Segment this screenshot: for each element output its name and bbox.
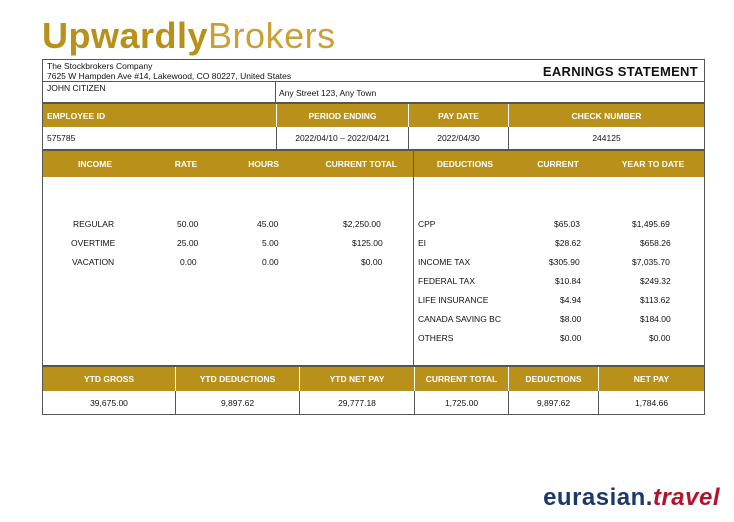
- deduction-ytd: $184.00: [640, 314, 671, 324]
- deduction-name: INCOME TAX: [418, 257, 471, 267]
- deduction-current: $8.00: [560, 314, 582, 324]
- deduction-current: $10.84: [555, 276, 581, 286]
- income-rate: 0.00: [180, 257, 197, 267]
- deduction-ytd: $0.00: [649, 333, 671, 343]
- period-ending-header: PERIOD ENDING: [276, 104, 408, 127]
- deduction-current: $65.03: [554, 219, 580, 229]
- income-hours: 0.00: [262, 257, 279, 267]
- ytd-gross-value: 39,675.00: [90, 397, 128, 408]
- deduction-ytd: $249.32: [640, 276, 671, 286]
- ytd-deductions-header: YTD DEDUCTIONS: [175, 367, 299, 391]
- deduction-ytd: $7,035.70: [632, 257, 670, 267]
- ytd-gross-header: YTD GROSS: [43, 367, 175, 391]
- rate-header: RATE: [161, 151, 211, 177]
- deductions-footer-header: DEDUCTIONS: [508, 367, 598, 391]
- deductions-header: DEDUCTIONS: [415, 151, 515, 177]
- site-watermark: eurasian.travel: [543, 484, 720, 511]
- pay-date-value: 2022/04/30: [408, 127, 508, 149]
- ytd-net-pay-value: 29,777.18: [299, 391, 414, 414]
- earnings-table: INCOME RATE HOURS CURRENT TOTAL DEDUCTIO…: [42, 150, 705, 366]
- income-rate: 50.00: [177, 219, 199, 229]
- current-total-footer-header: CURRENT TOTAL: [414, 367, 508, 391]
- deduction-name: LIFE INSURANCE: [418, 295, 489, 305]
- ytd-net-pay-header: YTD NET PAY: [299, 367, 414, 391]
- income-type: OVERTIME: [71, 238, 116, 248]
- net-pay-value: 1,784.66: [598, 391, 704, 414]
- income-type: REGULAR: [73, 219, 115, 229]
- income-total: $0.00: [361, 257, 383, 267]
- current-total-value: 1,725.00: [414, 391, 508, 414]
- divider: [275, 81, 276, 102]
- pay-date-header: PAY DATE: [408, 104, 508, 127]
- income-total: $2,250.00: [343, 219, 381, 229]
- net-pay-header: NET PAY: [598, 367, 704, 391]
- company-name: The Stockbrokers Company: [47, 61, 153, 71]
- employee-address: Any Street 123, Any Town: [279, 88, 377, 98]
- check-number-value: 244125: [508, 127, 704, 149]
- column-divider: [413, 151, 414, 365]
- deduction-current: $4.94: [560, 295, 582, 305]
- deduction-ytd: $658.26: [640, 238, 671, 248]
- ytd-deductions-value: 9,897.62: [175, 391, 299, 414]
- deduction-name: EI: [418, 238, 427, 248]
- deduction-ytd: $1,495.69: [632, 219, 670, 229]
- deduction-name: CPP: [418, 219, 436, 229]
- deduction-current: $28.62: [555, 238, 581, 248]
- employee-name: JOHN CITIZEN: [47, 83, 106, 93]
- income-header: INCOME: [57, 151, 133, 177]
- period-ending-value: 2022/04/10 – 2022/04/21: [276, 127, 408, 149]
- statement-title: EARNINGS STATEMENT: [542, 64, 698, 79]
- totals-table: YTD GROSS YTD DEDUCTIONS YTD NET PAY CUR…: [42, 366, 705, 415]
- income-type: VACATION: [72, 257, 115, 267]
- deduction-current: $305.90: [549, 257, 580, 267]
- income-rate: 25.00: [177, 238, 199, 248]
- company-logo: UpwardlyBrokers: [42, 15, 336, 56]
- deduction-ytd: $113.62: [640, 295, 671, 305]
- employee-id-header: EMPLOYEE ID: [43, 104, 276, 127]
- income-hours: 5.00: [262, 238, 279, 248]
- deduction-name: FEDERAL TAX: [418, 276, 475, 286]
- current-total-header: CURRENT TOTAL: [283, 151, 401, 177]
- employee-info-table: EMPLOYEE ID PERIOD ENDING PAY DATE CHECK…: [42, 103, 705, 150]
- employee-id-value: 575785: [47, 133, 76, 143]
- deduction-name: OTHERS: [418, 333, 454, 343]
- income-hours: 45.00: [257, 219, 279, 229]
- current-header: CURRENT: [521, 151, 595, 177]
- year-to-date-header: YEAR TO DATE: [607, 151, 699, 177]
- deduction-current: $0.00: [560, 333, 582, 343]
- hours-header: HOURS: [223, 151, 283, 177]
- divider: [43, 81, 704, 82]
- company-address: 7625 W Hampden Ave #14, Lakewood, CO 802…: [47, 71, 292, 81]
- statement-header: The Stockbrokers Company 7625 W Hampden …: [42, 59, 705, 103]
- deductions-value: 9,897.62: [508, 391, 598, 414]
- income-total: $125.00: [352, 238, 383, 248]
- deduction-name: CANADA SAVING BC: [418, 314, 501, 324]
- check-number-header: CHECK NUMBER: [508, 104, 704, 127]
